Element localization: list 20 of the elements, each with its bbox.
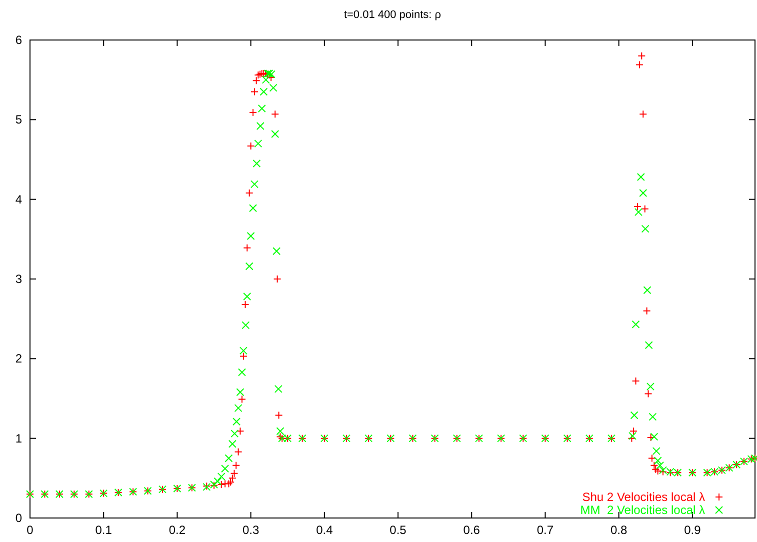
x-tick-label: 0.9 xyxy=(684,523,702,537)
x-tick-label: 0.5 xyxy=(390,523,407,537)
legend-label: Shu 2 Velocities local λ xyxy=(582,490,705,504)
y-tick-label: 1 xyxy=(15,431,22,446)
legend-label: MM 2 Velocities local λ xyxy=(580,503,705,517)
x-tick-label: 0.4 xyxy=(316,523,334,537)
x-tick-label: 0.8 xyxy=(610,523,628,537)
x-tick-label: 0.6 xyxy=(463,523,480,537)
y-tick-label: 4 xyxy=(15,192,22,206)
x-tick-label: 0.7 xyxy=(536,523,554,537)
y-tick-label: 3 xyxy=(15,272,22,286)
y-tick-label: 5 xyxy=(15,112,22,127)
y-tick-label: 2 xyxy=(15,352,22,366)
x-tick-label: 0.2 xyxy=(168,523,186,537)
x-tick-label: 0.3 xyxy=(242,523,260,537)
chart-title: t=0.01 400 points: ρ xyxy=(344,9,442,21)
y-tick-label: 6 xyxy=(15,33,22,47)
x-tick-label: 0 xyxy=(26,523,34,537)
x-tick-label: 0.1 xyxy=(95,523,112,537)
y-tick-label: 0 xyxy=(15,511,22,525)
